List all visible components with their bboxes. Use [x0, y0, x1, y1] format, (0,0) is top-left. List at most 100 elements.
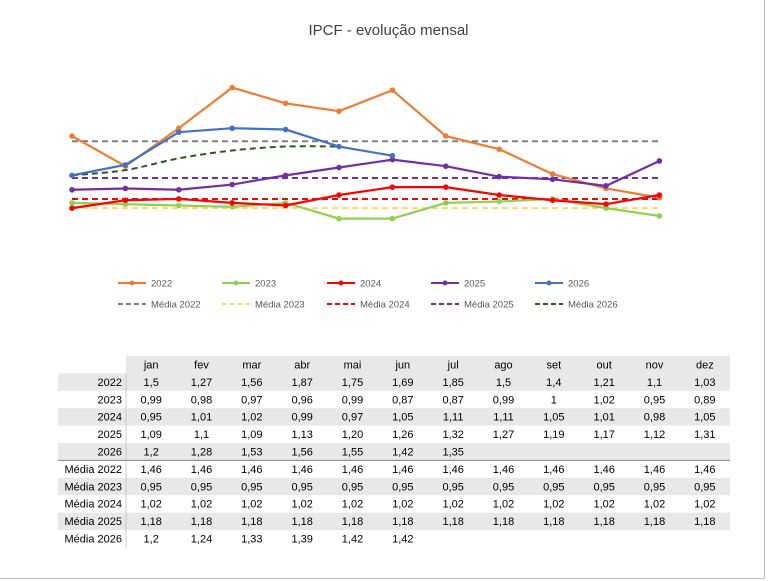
table-header-mai: mai	[344, 360, 362, 372]
table-cell: 1,46	[644, 464, 665, 476]
table-cell: 1,19	[543, 429, 564, 441]
table-cell: 1,87	[291, 377, 312, 389]
data-point-2026	[122, 162, 129, 168]
table-row-label: Média 2023	[65, 481, 123, 493]
table-row-bg	[58, 408, 730, 426]
table-header-dez: dez	[696, 360, 714, 372]
data-point-2025	[282, 172, 289, 179]
data-point-2024	[336, 192, 342, 198]
data-point-2022	[336, 108, 342, 114]
legend-marker-2025	[442, 280, 448, 286]
data-point-2026	[336, 143, 342, 150]
table-cell: 1,5	[496, 377, 511, 389]
data-point-2025	[603, 183, 609, 189]
data-point-2024	[496, 192, 503, 198]
table-cell: 1,46	[543, 464, 564, 476]
table-cell: 0,87	[442, 394, 463, 406]
table-row-bg	[58, 443, 730, 461]
legend-label-2024: 2024	[360, 279, 381, 290]
data-point-2025	[389, 156, 396, 163]
table-cell: 1,75	[342, 377, 363, 389]
table-cell: 1,12	[644, 429, 665, 441]
table-cell: 1,42	[342, 534, 363, 546]
table-cell: 0,95	[191, 481, 212, 493]
data-point-2023	[603, 205, 609, 211]
data-point-2025	[69, 186, 75, 193]
data-point-2025	[656, 158, 663, 164]
table-cell: 1,18	[442, 516, 463, 528]
table-row-label: Média 2025	[65, 516, 123, 528]
data-point-2022	[549, 171, 556, 177]
data-point-2023	[496, 198, 503, 205]
table-cell: 0,99	[342, 394, 363, 406]
table-cell: 0,95	[493, 481, 514, 493]
table-cell: 0,87	[392, 394, 413, 406]
table-cell: 1,02	[342, 499, 363, 511]
table-cell: 1,1	[194, 429, 209, 441]
data-point-2024	[443, 184, 449, 190]
table-cell: 1,26	[392, 429, 413, 441]
table-cell: 1,02	[241, 499, 262, 511]
table-cell: 1,33	[241, 534, 262, 546]
table-cell: 1,56	[291, 447, 312, 459]
legend-marker-2024	[338, 280, 344, 286]
table-cell: 0,95	[291, 481, 312, 493]
table-cell: 1,42	[392, 447, 413, 459]
data-point-2024	[549, 197, 556, 204]
series-line-2026	[71, 127, 393, 177]
table-cell: 1,02	[493, 499, 514, 511]
table-cell: 1,31	[694, 429, 715, 441]
table-cell: 1	[551, 394, 557, 406]
table-cell: 1,2	[144, 447, 159, 459]
data-point-2022	[282, 100, 289, 107]
series-line-2024	[71, 186, 660, 210]
table-cell: 1,18	[694, 516, 715, 528]
table-cell: 1,02	[593, 499, 614, 511]
chart-title: IPCF - evolução mensal	[308, 22, 469, 39]
data-point-2023	[443, 200, 449, 206]
table-cell: 1,09	[140, 429, 161, 441]
data-point-2022	[176, 125, 182, 132]
series-line-2022	[71, 86, 660, 199]
table-cell: 1,35	[442, 447, 463, 459]
data-point-2023	[389, 215, 396, 222]
table-cell: 0,97	[241, 394, 262, 406]
table-cell: 1,39	[291, 534, 312, 546]
data-point-2025	[336, 164, 342, 171]
table-cell: 1,18	[543, 516, 564, 528]
table-cell: 1,18	[644, 516, 665, 528]
table-cell: 0,95	[241, 481, 262, 493]
table-cell: 1,18	[593, 516, 614, 528]
table-cell: 0,95	[442, 481, 463, 493]
data-point-2024	[122, 197, 129, 204]
table-cell: 0,95	[140, 412, 161, 424]
legend-label-m-dia-2022: Média 2022	[151, 300, 201, 311]
data-point-2024	[282, 202, 289, 209]
table-header-fev: fev	[194, 360, 209, 372]
table-row-label: 2025	[98, 429, 122, 441]
series-line-2025	[71, 158, 660, 191]
table-cell: 1,02	[241, 412, 262, 424]
data-point-2024	[656, 192, 663, 198]
data-point-2025	[496, 173, 503, 180]
data-point-2025	[549, 176, 556, 183]
table-cell: 1,4	[546, 377, 561, 389]
data-point-2023	[656, 213, 663, 219]
table-cell: 1,05	[543, 412, 564, 424]
table-cell: 0,95	[140, 481, 161, 493]
table-cell: 1,27	[191, 377, 212, 389]
table-cell: 1,46	[493, 464, 514, 476]
table-cell: 0,95	[543, 481, 564, 493]
data-point-2026	[229, 125, 235, 132]
data-point-2024	[176, 196, 182, 202]
data-point-2024	[603, 201, 609, 207]
table-cell: 1,28	[191, 447, 212, 459]
table-header-jan: jan	[143, 360, 159, 372]
table-cell: 1,24	[191, 534, 212, 546]
data-point-2026	[282, 126, 289, 133]
legend-label-2026: 2026	[568, 279, 589, 290]
table-row-label: 2022	[98, 377, 122, 389]
table-cell: 1,46	[241, 464, 262, 476]
table-cell: 1,02	[644, 499, 665, 511]
